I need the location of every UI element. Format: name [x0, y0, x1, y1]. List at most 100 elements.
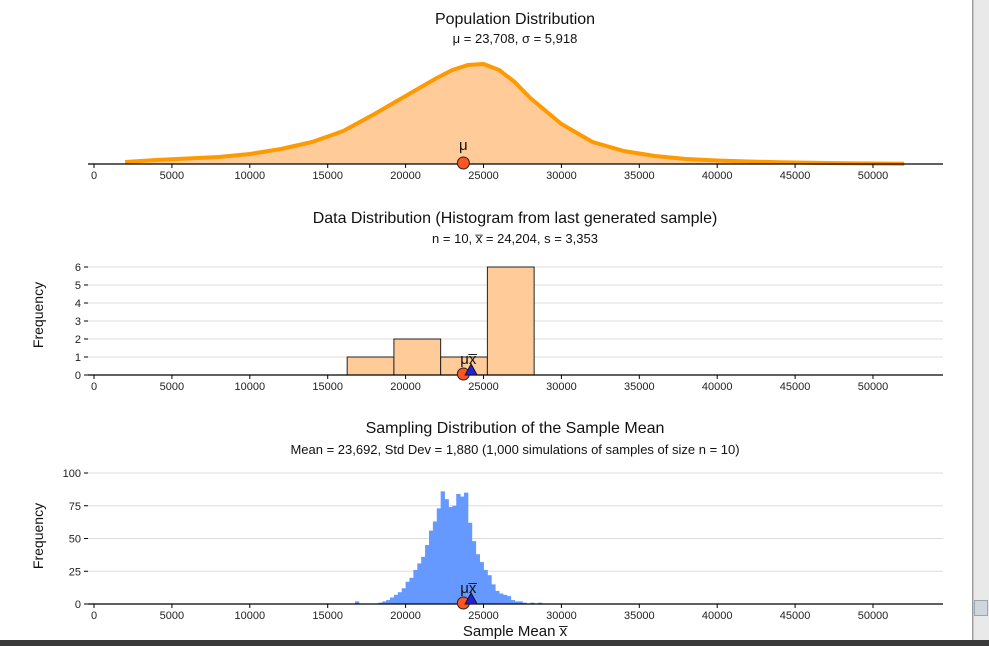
sampling-bar: [467, 522, 473, 604]
resize-grip[interactable]: [974, 600, 988, 616]
sampling-bar: [405, 581, 410, 604]
histogram-y-tick-label: 6: [75, 262, 81, 274]
sampling-x-tick-label: 25000: [468, 610, 499, 622]
population-x-tick-label: 50000: [858, 170, 889, 182]
charts-svg: Population Distribution μ = 23,708, σ = …: [30, 11, 943, 640]
sampling-x-label: Sample Mean x̅: [463, 623, 568, 640]
histogram-xbar-marker: [464, 362, 478, 376]
sampling-xbar-marker: [464, 591, 478, 605]
histogram-bar: [346, 356, 395, 376]
sampling-bar: [530, 602, 535, 604]
sampling-bar: [432, 521, 438, 604]
histogram-y-tick-label: 2: [75, 334, 81, 346]
sampling-y-tick-label: 0: [75, 599, 81, 611]
population-mu-marker: [456, 156, 470, 170]
sampling-bar: [475, 554, 481, 604]
histogram-title: Data Distribution (Histogram from last g…: [313, 210, 718, 227]
sampling-bar: [413, 569, 418, 604]
sampling-bar: [440, 491, 445, 604]
histogram-x-tick-label: 25000: [468, 381, 499, 393]
sampling-bar: [428, 530, 434, 604]
sampling-x-tick-label: 5000: [160, 610, 184, 622]
sampling-bar: [479, 562, 484, 604]
sampling-y-tick-label: 50: [69, 534, 81, 546]
histogram-bar: [393, 338, 442, 376]
sampling-bar: [464, 492, 469, 604]
population-area: [125, 64, 905, 164]
sampling-bar: [518, 601, 523, 604]
sampling-bar: [538, 602, 543, 604]
sampling-bar: [483, 569, 488, 604]
window-edge: [973, 0, 989, 646]
sampling-bar: [390, 597, 395, 604]
histogram-x-tick-label: 5000: [160, 381, 184, 393]
sampling-bar: [514, 601, 519, 604]
sampling-bar: [444, 499, 449, 604]
population-x-tick-label: 30000: [546, 170, 577, 182]
histogram-x-tick-label: 15000: [312, 381, 343, 393]
population-x-tick-label: 20000: [390, 170, 421, 182]
sampling-bar: [382, 601, 387, 604]
sampling-y-tick-label: 100: [63, 468, 81, 480]
sampling-bar: [448, 507, 453, 604]
histogram-y-tick-label: 1: [75, 352, 81, 364]
sampling-x-tick-label: 50000: [858, 610, 889, 622]
sample-histogram-chart: Data Distribution (Histogram from last g…: [30, 210, 943, 393]
sampling-y-tick-label: 25: [69, 566, 81, 578]
sampling-y-label: Frequency: [30, 503, 46, 569]
sampling-bar: [502, 594, 508, 604]
sampling-x-tick-label: 30000: [546, 610, 577, 622]
population-x-tick-label: 35000: [624, 170, 655, 182]
histogram-x-tick-label: 10000: [235, 381, 266, 393]
sampling-x-tick-label: 45000: [780, 610, 811, 622]
population-title: Population Distribution: [435, 11, 595, 28]
population-curve: [125, 62, 905, 166]
population-x-tick-label: 40000: [702, 170, 733, 182]
histogram-x-tick-label: 40000: [702, 381, 733, 393]
sampling-marker-label: μx̅: [460, 580, 477, 597]
sampling-bar: [354, 601, 360, 604]
population-x-tick-label: 15000: [312, 170, 343, 182]
sampling-x-tick-label: 0: [91, 610, 97, 622]
sampling-bar: [495, 590, 500, 604]
population-x-tick-label: 25000: [468, 170, 499, 182]
sampling-bar: [409, 577, 414, 604]
sampling-x-tick-label: 20000: [390, 610, 421, 622]
histogram-x-tick-label: 45000: [780, 381, 811, 393]
histogram-y-tick-label: 4: [75, 298, 81, 310]
sampling-bar: [471, 541, 477, 604]
sampling-bar: [456, 493, 461, 604]
histogram-y-tick-label: 5: [75, 280, 81, 292]
sampling-bar: [510, 600, 516, 604]
sampling-bar: [452, 505, 457, 604]
sampling-subtitle: Mean = 23,692, Std Dev = 1,880 (1,000 si…: [290, 442, 739, 457]
histogram-marker-label: μx̅: [460, 351, 477, 368]
histogram-x-tick-label: 50000: [858, 381, 889, 393]
histogram-bar: [486, 266, 535, 376]
histogram-y-label: Frequency: [30, 282, 46, 348]
population-subtitle: μ = 23,708, σ = 5,918: [453, 31, 578, 46]
population-x-tick-label: 45000: [780, 170, 811, 182]
population-chart: Population Distribution μ = 23,708, σ = …: [88, 11, 943, 182]
sampling-bar: [378, 602, 383, 604]
sampling-bar: [506, 596, 512, 604]
histogram-x-tick-label: 20000: [390, 381, 421, 393]
population-x-tick-label: 5000: [160, 170, 184, 182]
histogram-x-tick-label: 35000: [624, 381, 655, 393]
sampling-distribution-chart: Sampling Distribution of the Sample Mean…: [30, 420, 943, 640]
histogram-x-tick-label: 30000: [546, 381, 577, 393]
sampling-x-tick-label: 15000: [312, 610, 343, 622]
sampling-bar: [417, 563, 422, 604]
sampling-bar: [401, 588, 406, 604]
sampling-title: Sampling Distribution of the Sample Mean: [366, 420, 665, 437]
histogram-y-tick-label: 0: [75, 370, 81, 382]
histogram-x-tick-label: 0: [91, 381, 97, 393]
sampling-bar: [491, 584, 496, 604]
sampling-bar: [421, 556, 426, 604]
histogram-subtitle: n = 10, x̅ = 24,204, s = 3,353: [432, 231, 598, 246]
sampling-bar: [393, 594, 399, 604]
sampling-bar: [499, 593, 504, 604]
sampling-x-tick-label: 35000: [624, 610, 655, 622]
sampling-bar: [487, 575, 492, 604]
population-marker-label: μ: [459, 137, 468, 154]
